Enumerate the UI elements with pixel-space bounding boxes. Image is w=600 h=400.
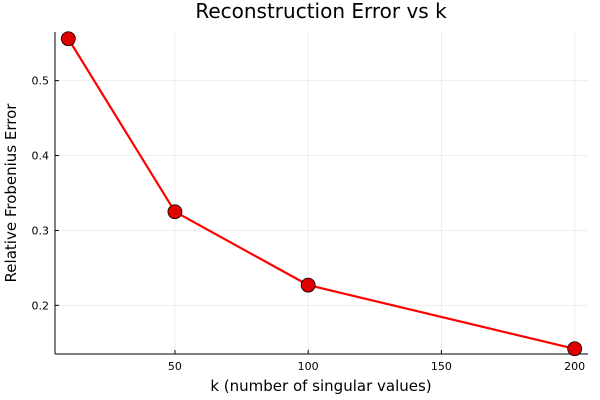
axes [54, 32, 588, 355]
x-axis-label: k (number of singular values) [210, 377, 431, 395]
x-tick-label: 50 [168, 360, 182, 373]
y-tick-label: 0.3 [32, 224, 50, 237]
x-tick-label: 200 [564, 360, 585, 373]
ticks: 50 100 150 200 0.2 0.3 0.4 0.5 [32, 75, 586, 373]
x-tick-label: 150 [431, 360, 452, 373]
grid [55, 32, 588, 354]
y-axis-label: Relative Frobenius Error [2, 103, 20, 283]
y-tick-label: 0.5 [32, 75, 50, 88]
data-point [167, 204, 183, 220]
data-point [567, 341, 583, 357]
chart-title: Reconstruction Error vs k [195, 0, 447, 23]
plot-area [60, 31, 583, 357]
data-point [300, 277, 316, 293]
x-tick-label: 100 [298, 360, 319, 373]
series-line [67, 38, 575, 350]
y-tick-label: 0.4 [32, 150, 50, 163]
data-point [60, 31, 76, 47]
y-tick-label: 0.2 [32, 299, 50, 312]
